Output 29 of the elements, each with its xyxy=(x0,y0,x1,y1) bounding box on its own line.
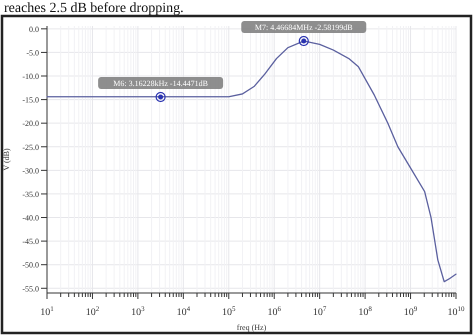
x-tick-label: 10$^{2}$ xyxy=(86,305,100,318)
x-tick-label: 10$^{1}$ xyxy=(40,305,54,318)
y-tick-label: -10.0 xyxy=(22,72,39,82)
x-tick-label: 10$^{9}$ xyxy=(404,305,418,318)
x-tick-label: 10$^{4}$ xyxy=(176,305,191,318)
x-axis-title: freq (Hz) xyxy=(236,323,267,332)
y-tick-label: 0.0 xyxy=(29,24,39,34)
y-tick-label: -45.0 xyxy=(22,237,39,246)
x-tick-label: 10$^{6}$ xyxy=(267,305,282,318)
y-tick-label: -20.0 xyxy=(22,119,39,128)
y-tick-label: -55.0 xyxy=(22,284,39,294)
y-tick-label: -40.0 xyxy=(22,214,39,223)
y-tick-label: -25.0 xyxy=(22,142,39,152)
annotation: M6: 3.16228kHz -14.4471dB xyxy=(113,78,208,88)
marker-tag: M6: 3.16228kHz -14.4471dB xyxy=(98,76,224,89)
y-tick-label: -15.0 xyxy=(22,96,39,105)
text: reaches 2.5 dB before dropping. xyxy=(4,1,184,16)
x-tick-label: 10$^{8}$ xyxy=(358,305,372,318)
y-tick-label: -50.0 xyxy=(22,260,39,270)
x-tick-label: 10$^{3}$ xyxy=(131,305,146,318)
marker-tag: M7: 4.46684MHz -2.58199dB xyxy=(241,21,366,33)
y-axis-title: V (dB) xyxy=(2,148,11,171)
x-tick-label: 10$^{10}$ xyxy=(448,305,465,318)
y-tick-label: -5.0 xyxy=(26,48,39,58)
annotation: M7: 4.46684MHz -2.58199dB xyxy=(254,23,353,32)
y-tick-label: -35.0 xyxy=(22,190,39,199)
x-tick-label: 10$^{5}$ xyxy=(222,305,236,318)
x-tick-label: 10$^{7}$ xyxy=(312,305,327,318)
y-tick-label: -30.0 xyxy=(22,166,39,176)
